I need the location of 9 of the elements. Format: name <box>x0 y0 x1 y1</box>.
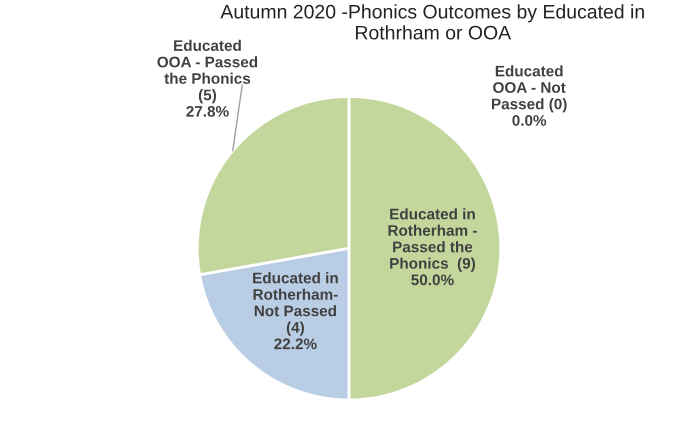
slice-label: Educated in Rotherham - Passed the Phonics (9) <box>388 208 477 272</box>
slice-label: Educated OOA - Passed the Phonics (5) <box>157 40 258 104</box>
data-label: 22.2% <box>274 338 317 350</box>
data-label: 50.0% <box>411 274 454 286</box>
data-label: 27.8% <box>186 106 229 117</box>
text: 0.0% <box>512 115 546 126</box>
slice-label: Educated in Rotherham- Not Passed (4) <box>253 272 338 336</box>
category-label: Educated OOA - Not Passed (0) <box>492 65 567 112</box>
chart-title: Autumn 2020 -Phonics Outcomes by Educated in Rothrham or OOA <box>220 4 644 40</box>
